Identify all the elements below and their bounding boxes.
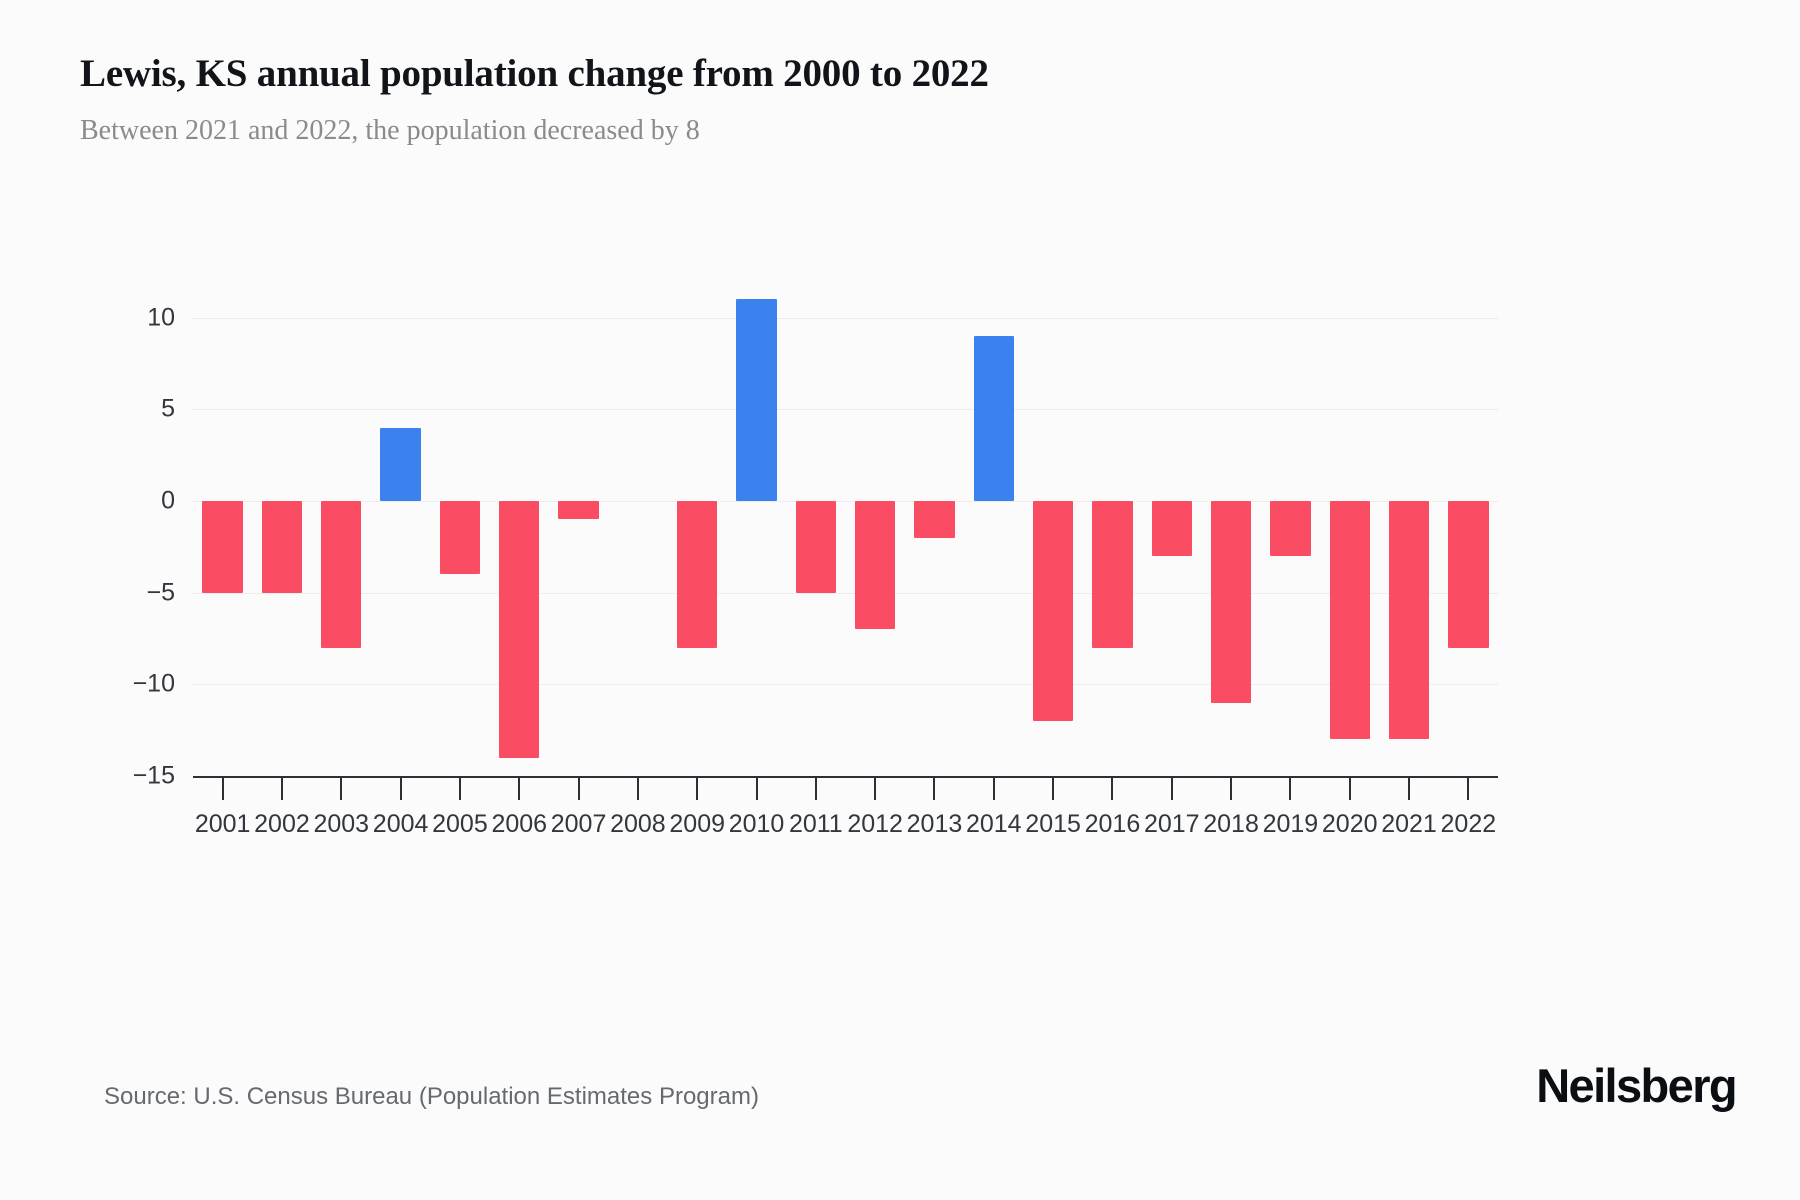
x-axis-tick-mark [1289,778,1292,800]
bar-2014[interactable] [973,336,1014,501]
x-axis-tick-mark [221,778,224,800]
y-axis-tick-label: −15 [132,761,175,790]
bar-2022[interactable] [1448,501,1489,648]
x-axis-tick-label-2001: 2001 [194,810,251,838]
x-axis-tick-label-2002: 2002 [254,810,310,838]
x-axis-tick-label-2008: 2008 [610,810,666,838]
x-axis-tick-label-2003: 2003 [313,810,370,838]
x-axis-tick-label-2022: 2022 [1440,810,1497,838]
bar-2021[interactable] [1388,501,1430,740]
bar-2016[interactable] [1092,501,1133,648]
x-axis-tick-mark [1408,778,1411,800]
bar-2005[interactable] [439,501,481,575]
x-axis-tick-label-2019: 2019 [1262,810,1319,838]
x-axis-tick-mark [992,778,995,800]
gridline--5 [193,592,1498,594]
x-axis-tick-mark [755,778,758,800]
x-axis-tick-mark [814,778,817,800]
x-axis-tick-label-2007: 2007 [550,810,607,838]
x-axis-tick-label-2006: 2006 [491,810,548,838]
bar-2007[interactable] [558,501,599,520]
bar-2002[interactable] [261,501,303,593]
x-axis-line [193,776,1498,778]
gridline--10 [193,684,1498,686]
brand-logo: Neilsberg [1536,1059,1737,1112]
bar-2009[interactable] [677,501,718,648]
bar-2015[interactable] [1032,501,1074,721]
x-axis-tick-mark [874,778,877,800]
x-axis-tick-mark [577,778,580,800]
x-axis-tick-label-2009: 2009 [669,810,726,838]
y-axis-tick-label: −5 [146,578,175,607]
x-axis-tick-label-2010: 2010 [728,810,785,838]
x-axis-tick-mark [1052,778,1055,800]
page-title: Lewis, KS annual population change from … [80,52,989,95]
chart-header: Lewis, KS annual population change from … [80,52,1680,147]
x-axis-tick-label-2016: 2016 [1084,810,1141,838]
bar-2013[interactable] [914,501,955,538]
bar-2011[interactable] [795,501,836,593]
x-axis-tick-label-2020: 2020 [1321,810,1378,838]
x-axis-tick-label-2013: 2013 [906,810,963,838]
gridline-0 [193,501,1498,502]
x-axis-tick-label-2012: 2012 [847,810,903,838]
bar-2003[interactable] [321,501,362,648]
x-axis-tick-mark [340,778,343,800]
bar-2001[interactable] [202,501,243,593]
x-axis: 2001 2002 2003 2004 2005 2006 2007 2008 2009 2010… [193,778,1498,848]
y-axis-tick-label: 5 [161,394,175,423]
bar-2018[interactable] [1210,501,1252,703]
bars-container [193,281,1498,776]
x-axis-tick-label-2011: 2011 [788,810,843,838]
bar-2006[interactable] [499,501,540,758]
x-axis-tick-label-2015: 2015 [1025,810,1081,838]
x-axis-tick-mark [458,778,461,800]
bar-2017[interactable] [1151,501,1192,556]
y-axis: 10 5 0 −5 −10 −15 [0,281,175,789]
x-axis-tick-mark [636,778,639,800]
x-axis-tick-mark [518,778,521,800]
x-axis-tick-mark [1348,778,1351,800]
x-axis-tick-mark [1111,778,1114,800]
y-axis-tick-label: 0 [161,486,175,515]
x-axis-tick-mark [933,778,936,800]
y-axis-tick-label: 10 [147,303,175,332]
chart-subtitle: Between 2021 and 2022, the population de… [80,114,700,146]
y-axis-tick-label: −10 [132,669,175,698]
x-axis-tick-label-2017: 2017 [1143,810,1200,838]
bar-2019[interactable] [1270,501,1311,556]
x-axis-tick-label-2021: 2021 [1381,810,1437,838]
x-axis-tick-label-2005: 2005 [432,810,488,838]
x-axis-tick-label-2018: 2018 [1203,810,1259,838]
x-axis-tick-mark [1230,778,1233,800]
source-note: Source: U.S. Census Bureau (Population E… [104,1083,759,1110]
gridline-5 [193,409,1498,411]
x-axis-tick-mark [399,778,402,800]
x-axis-tick-label-2014: 2014 [965,810,1022,838]
x-axis-tick-mark [1467,778,1470,800]
bar-2020[interactable] [1329,501,1370,740]
bar-2010[interactable] [736,299,777,501]
x-axis-tick-mark [280,778,283,800]
x-axis-tick-mark [696,778,699,800]
x-axis-tick-label-2004: 2004 [372,810,429,838]
bar-2004[interactable] [380,427,421,501]
bar-2012[interactable] [854,501,896,630]
x-axis-tick-mark [1170,778,1173,800]
gridline-10 [193,317,1498,319]
